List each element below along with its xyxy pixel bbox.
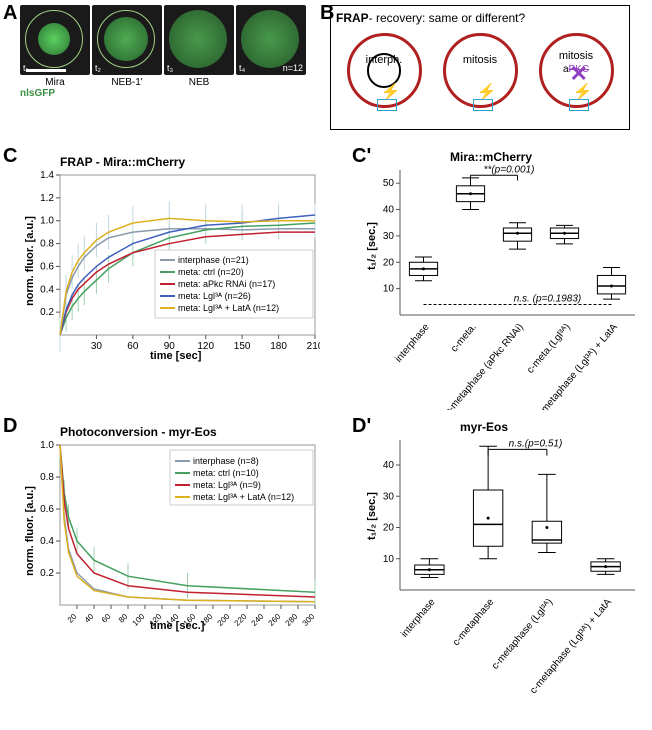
svg-text:140: 140 [165, 612, 181, 628]
top-label-0: cortical [20, 0, 90, 1]
svg-text:30: 30 [383, 231, 395, 242]
svg-text:interphase (n=21): interphase (n=21) [178, 255, 249, 265]
panel-a-label: A [3, 2, 17, 25]
frap-circle-2: mitosis aPKC ✕ ⚡ [539, 33, 614, 108]
svg-text:30: 30 [91, 341, 103, 352]
svg-text:240: 240 [250, 612, 266, 628]
chart-d-svg: 0.2 0.4 0.6 0.8 1.0 20 40 60 8010012014016018020… [20, 420, 320, 630]
micro-img-3: t₄ n=12 [236, 5, 306, 75]
panel-dprime: myr-Eos t₁/₂ [sec.] 10203040interphasec-… [370, 420, 640, 700]
svg-text:0.2: 0.2 [40, 307, 54, 318]
svg-text:40: 40 [383, 205, 395, 216]
panel-c-label: C [3, 145, 17, 168]
svg-text:280: 280 [284, 612, 300, 628]
svg-text:150: 150 [234, 341, 251, 352]
svg-text:1.4: 1.4 [40, 170, 54, 181]
svg-text:220: 220 [233, 612, 249, 628]
frap-circle-1: mitosis ⚡ [443, 33, 518, 108]
micro-img-2: t₃ [164, 5, 234, 75]
svg-text:300: 300 [301, 612, 317, 628]
svg-text:meta: ctrl (n=10): meta: ctrl (n=10) [193, 468, 259, 478]
svg-text:c-meta.(Lgl³ᴬ): c-meta.(Lgl³ᴬ) [525, 322, 573, 376]
svg-text:40: 40 [383, 460, 395, 471]
svg-text:10: 10 [383, 554, 395, 565]
svg-text:meta: aPkc RNAi (n=17): meta: aPkc RNAi (n=17) [178, 279, 275, 289]
svg-text:meta: Lgl³ᴬ + LatA (n=12): meta: Lgl³ᴬ + LatA (n=12) [193, 492, 294, 502]
panel-d-label: D [3, 415, 17, 438]
panel-d-chart: Photoconversion - myr-Eos norm. fluor. [… [20, 420, 320, 630]
panel-cprime: Mira::mCherry t₁/₂ [sec.] 1020304050inte… [370, 150, 640, 410]
micro-img-1: t₂ [92, 5, 162, 75]
nlsgfp-label: nlsGFP [20, 88, 310, 99]
svg-text:0.6: 0.6 [40, 261, 54, 272]
chart-dprime-svg: 10 20 30 40 interphase c-metaphasec-metaphase… [370, 420, 640, 700]
svg-text:interphase: interphase [393, 322, 432, 365]
svg-text:meta: ctrl (n=20): meta: ctrl (n=20) [178, 267, 244, 277]
panel-dprime-label: D' [352, 415, 371, 438]
svg-text:interphase: interphase [399, 597, 438, 640]
svg-text:**(p=0.001): **(p=0.001) [484, 164, 535, 175]
svg-text:120: 120 [197, 341, 214, 352]
svg-text:60: 60 [100, 612, 113, 625]
svg-text:1.0: 1.0 [40, 216, 54, 227]
svg-text:1.2: 1.2 [40, 193, 54, 204]
chart-c-svg: 0.2 0.4 0.6 0.8 1.0 1.2 1.4 30 60 90 120 150 180 210 i… [20, 150, 320, 360]
svg-text:180: 180 [199, 612, 215, 628]
svg-text:210: 210 [307, 341, 320, 352]
svg-text:n.s. (p=0.1983): n.s. (p=0.1983) [514, 293, 582, 304]
panel-cprime-label: C' [352, 145, 371, 168]
svg-text:20: 20 [66, 612, 79, 625]
svg-text:90: 90 [164, 341, 176, 352]
svg-text:1.0: 1.0 [40, 440, 54, 451]
top-label-1: not cleared [92, 0, 162, 1]
panel-c-chart: FRAP - Mira::mCherry norm. fluor. [a.u.]… [20, 150, 320, 360]
frap-circle-0: interph. ⚡ [347, 33, 422, 108]
svg-text:0.6: 0.6 [40, 504, 54, 515]
chart-cprime-svg: 1020304050interphasec-meta.c-metaphase (… [370, 150, 640, 410]
svg-text:c-metaphase (Lgl³ᴬ) + LatA: c-metaphase (Lgl³ᴬ) + LatA [534, 322, 620, 410]
svg-text:200: 200 [216, 612, 232, 628]
svg-text:80: 80 [117, 612, 130, 625]
svg-text:interphase (n=8): interphase (n=8) [193, 456, 259, 466]
svg-text:c-metaphase (aPkc RNAi): c-metaphase (aPkc RNAi) [443, 322, 526, 410]
panel-b: FRAP- recovery: same or different? inter… [330, 5, 630, 130]
panel-a: apkck06403 cortical t₁ not cleared t₂ un… [20, 5, 310, 130]
svg-text:40: 40 [83, 612, 96, 625]
svg-text:260: 260 [267, 612, 283, 628]
svg-text:0.4: 0.4 [40, 536, 54, 547]
svg-text:0.4: 0.4 [40, 284, 54, 295]
svg-text:n.s.(p=0.51): n.s.(p=0.51) [509, 438, 563, 449]
svg-text:c-metaphase (Lgl³ᴬ): c-metaphase (Lgl³ᴬ) [490, 597, 555, 672]
svg-text:20: 20 [383, 257, 395, 268]
svg-text:60: 60 [127, 341, 139, 352]
svg-text:100: 100 [131, 612, 147, 628]
svg-text:meta: Lgl³ᴬ (n=9): meta: Lgl³ᴬ (n=9) [193, 480, 261, 490]
svg-text:c-meta.: c-meta. [449, 322, 479, 355]
frap-title: FRAP- recovery: same or different? [336, 11, 624, 25]
svg-text:180: 180 [270, 341, 287, 352]
top-label-2: uniform [164, 0, 304, 1]
micro-img-0: t₁ [20, 5, 90, 75]
svg-text:30: 30 [383, 491, 395, 502]
svg-text:c-metaphase: c-metaphase [451, 597, 497, 649]
svg-text:160: 160 [182, 612, 198, 628]
svg-text:120: 120 [148, 612, 164, 628]
svg-text:meta: Lgl³ᴬ (n=26): meta: Lgl³ᴬ (n=26) [178, 291, 251, 301]
svg-text:0.8: 0.8 [40, 239, 54, 250]
svg-text:20: 20 [383, 523, 395, 534]
svg-text:0.8: 0.8 [40, 472, 54, 483]
svg-text:0.2: 0.2 [40, 568, 54, 579]
svg-text:10: 10 [383, 284, 395, 295]
svg-text:50: 50 [383, 178, 395, 189]
svg-text:meta: Lgl³ᴬ + LatA (n=12): meta: Lgl³ᴬ + LatA (n=12) [178, 303, 279, 313]
bottom-labels: Mira NEB-1' NEB [20, 77, 310, 88]
